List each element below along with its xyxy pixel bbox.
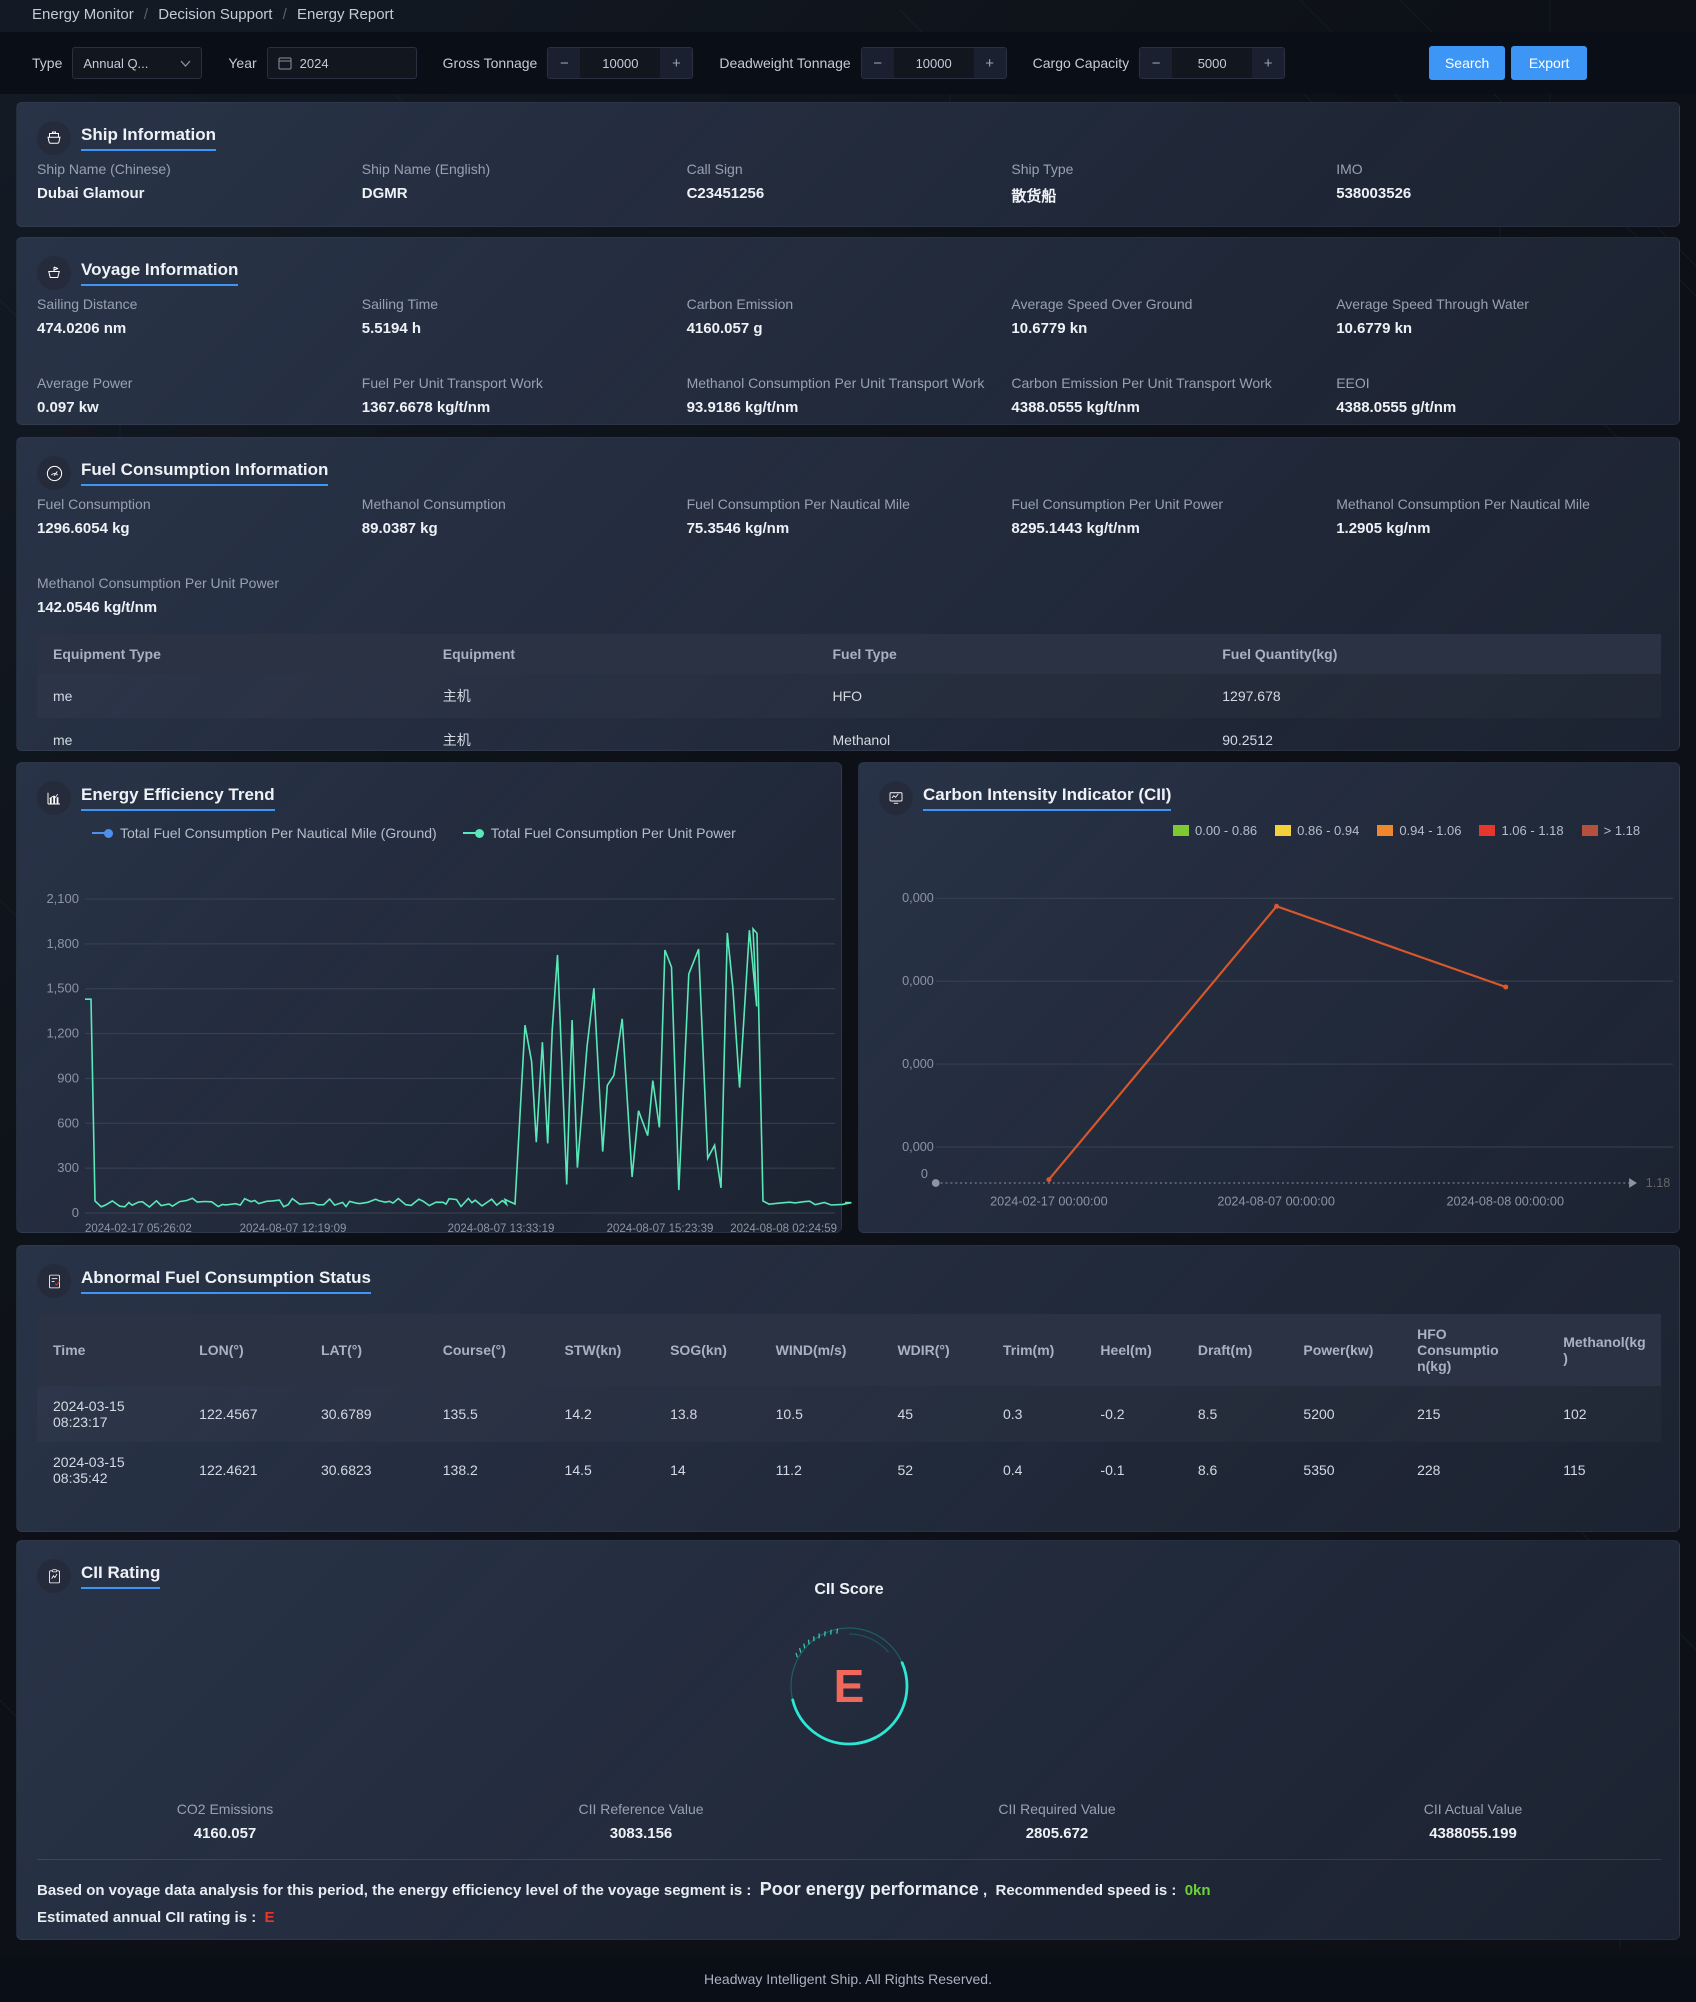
svg-text:1,200: 1,200	[46, 1026, 79, 1041]
svg-text:600: 600	[57, 1115, 79, 1130]
svg-text:2024-02-17 05:26:02: 2024-02-17 05:26:02	[85, 1223, 192, 1235]
svg-text:300: 300	[57, 1160, 79, 1175]
svg-text:0: 0	[921, 1167, 928, 1181]
svg-text:2024-08-07 00:00:00: 2024-08-07 00:00:00	[1217, 1194, 1335, 1208]
svg-text:900: 900	[57, 1070, 79, 1085]
svg-text:0,000: 0,000	[902, 1140, 934, 1154]
svg-text:1,800: 1,800	[46, 936, 79, 951]
svg-text:1,500: 1,500	[46, 981, 79, 996]
svg-text:0,000: 0,000	[902, 974, 934, 988]
svg-text:2024-08-07 12:19:09: 2024-08-07 12:19:09	[240, 1223, 347, 1235]
svg-text:0: 0	[72, 1205, 79, 1220]
svg-text:2024-08-08 02:24:59: 2024-08-08 02:24:59	[730, 1223, 837, 1235]
svg-text:1.18: 1.18	[1646, 1176, 1671, 1190]
svg-text:2024-08-07 13:33:19: 2024-08-07 13:33:19	[448, 1223, 555, 1235]
svg-text:E: E	[834, 1660, 865, 1712]
svg-text:2024-08-08 00:00:00: 2024-08-08 00:00:00	[1447, 1194, 1565, 1208]
svg-text:2024-08-07 15:23:39: 2024-08-07 15:23:39	[607, 1223, 714, 1235]
svg-text:2024-02-17 00:00:00: 2024-02-17 00:00:00	[990, 1194, 1108, 1208]
svg-text:0,000: 0,000	[902, 891, 934, 905]
svg-text:0,000: 0,000	[902, 1057, 934, 1071]
svg-text:2,100: 2,100	[46, 891, 79, 906]
